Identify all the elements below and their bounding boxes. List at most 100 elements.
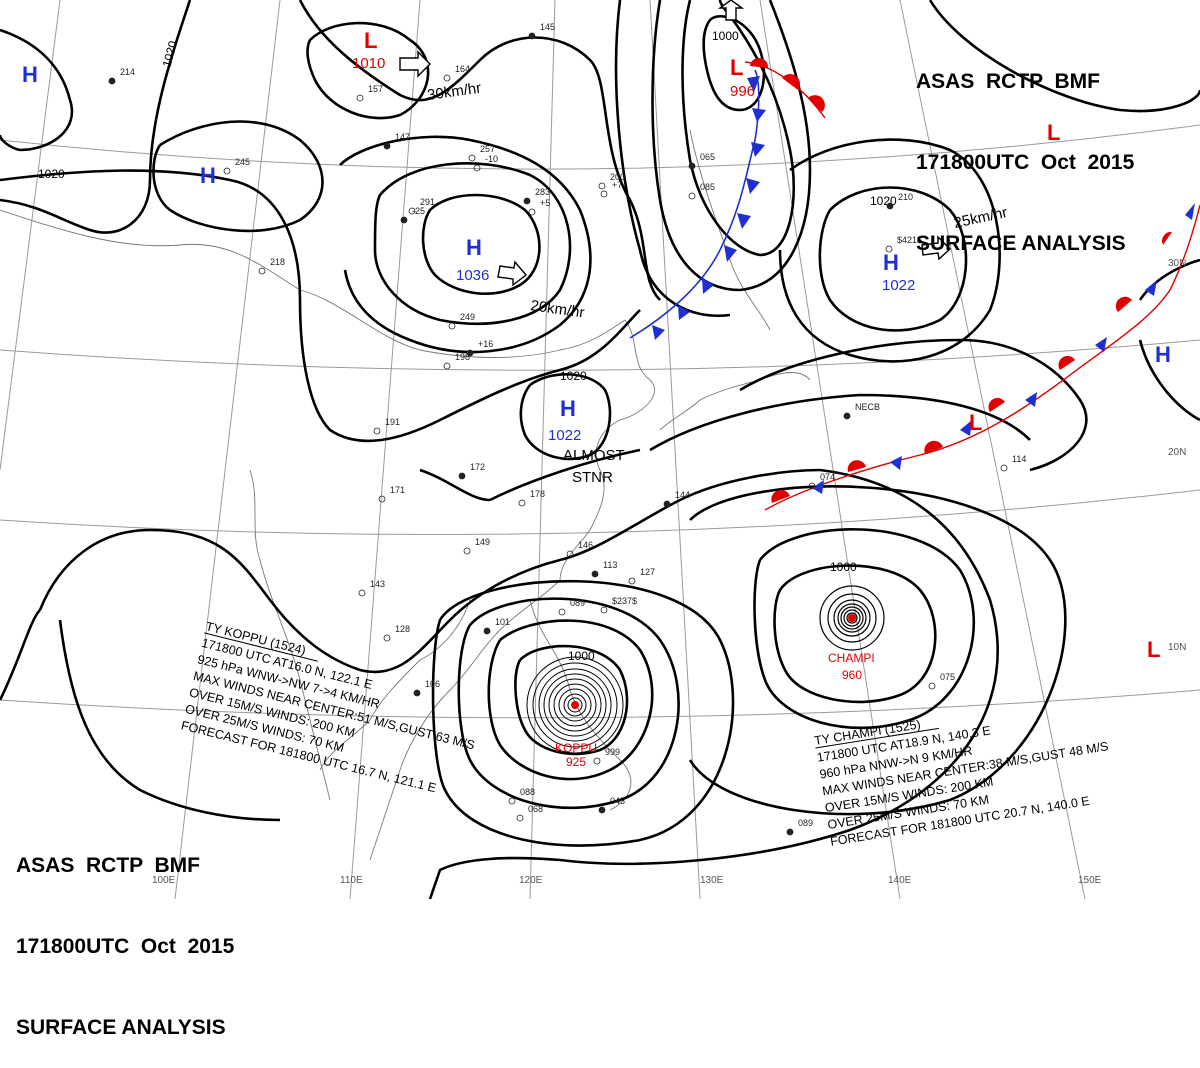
station-value: 257	[480, 144, 495, 154]
station-value: +7	[612, 180, 622, 190]
high-center-letter: H	[466, 235, 482, 260]
station-value: 146	[578, 540, 593, 550]
station-value: 068	[528, 804, 543, 814]
station-value: 198	[455, 352, 470, 362]
isobar-label: 1020	[160, 39, 181, 69]
station-circle	[591, 570, 599, 578]
high-center-letter: H	[1155, 342, 1171, 367]
isobars	[0, 0, 1200, 899]
station-circle	[600, 606, 608, 614]
stationary-note: ALMOST STNR	[563, 447, 625, 486]
station-value: 291	[420, 197, 435, 207]
header-time: 171800UTC Oct 2015	[16, 935, 235, 958]
warm-front-north	[744, 57, 826, 119]
header-agency: ASAS RCTP BMF	[916, 70, 1100, 93]
station-value: NECB	[855, 402, 880, 412]
station-value: 147	[395, 132, 410, 142]
station-value: 088	[520, 787, 535, 797]
longitude-label: 130E	[700, 875, 724, 886]
isobar-labels: 1020 1020 1000 1020 1020 1000 1000	[38, 29, 897, 663]
typhoon-labels: KOPPU 925 CHAMPI 960	[555, 651, 875, 769]
typhoon-koppu-core	[526, 656, 624, 754]
longitude-label: 110E	[340, 875, 363, 886]
station-value: 045	[610, 796, 625, 806]
station-circle	[885, 245, 893, 253]
koppu-center-mark	[571, 701, 579, 709]
station-value: -10	[485, 154, 498, 164]
station-value: 149	[475, 537, 490, 547]
station-circle	[516, 814, 524, 822]
lat-lon-labels: 30N 20N 10N 100E 110E 120E 130E 140E 150…	[152, 258, 1186, 886]
station-circle	[688, 192, 696, 200]
station-circle	[518, 499, 526, 507]
station-circle	[508, 797, 516, 805]
longitude-label: 140E	[888, 875, 912, 886]
latitude-label: 30N	[1168, 258, 1186, 269]
station-circle	[843, 412, 851, 420]
station-value: 210	[898, 192, 913, 202]
stationary-front	[764, 203, 1200, 511]
station-value: -25	[412, 206, 425, 216]
station-value: 218	[270, 257, 285, 267]
station-value: 214	[120, 67, 135, 77]
isobar-label: 1020	[560, 369, 587, 383]
station-value: 999	[605, 747, 620, 757]
station-value: $421$	[897, 235, 922, 245]
station-plots: 145 164 157 147 257-10 283+5 291-25 200+7 065 085…	[108, 22, 1026, 836]
station-circle	[258, 267, 266, 275]
high-center-letter: H	[883, 250, 899, 275]
station-value: 065	[700, 152, 715, 162]
low-center-value: 996	[730, 83, 755, 100]
station-value: 157	[368, 84, 383, 94]
station-circle	[886, 202, 894, 210]
station-circle	[443, 362, 451, 370]
weather-chart: L H H H L L H H H L L 1010 1036 996 1022…	[0, 0, 1200, 899]
low-center-letter: L	[364, 28, 377, 53]
station-value: 075	[940, 672, 955, 682]
high-center-letter: H	[22, 62, 38, 87]
typhoon-name-label: KOPPU	[555, 741, 597, 755]
station-circle	[566, 550, 574, 558]
station-value: 128	[395, 624, 410, 634]
station-circle	[473, 164, 481, 172]
station-circle	[463, 547, 471, 555]
station-circle	[413, 689, 421, 697]
high-center-letter: H	[560, 396, 576, 421]
station-circle	[558, 608, 566, 616]
station-circle	[1000, 464, 1008, 472]
station-value: 178	[530, 489, 545, 499]
header-title: SURFACE ANALYSIS	[16, 1016, 226, 1039]
station-value: 113	[603, 560, 617, 570]
station-value: +5	[540, 198, 550, 208]
station-value: 191	[385, 417, 400, 427]
station-circle	[378, 495, 386, 503]
station-circle	[483, 627, 491, 635]
motion-arrows	[399, 0, 952, 287]
station-value: 172	[470, 462, 485, 472]
station-circle	[400, 216, 408, 224]
longitude-label: 100E	[152, 875, 176, 886]
typhoon-champi-core	[819, 585, 885, 651]
station-value: 101	[495, 617, 510, 627]
high-center-letter: H	[200, 163, 216, 188]
high-center-value: 1022	[882, 277, 915, 294]
stationary-note-line: STNR	[572, 469, 613, 486]
station-circle	[358, 589, 366, 597]
latitude-label: 10N	[1168, 642, 1186, 653]
station-circle	[443, 74, 451, 82]
pressure-values: 1010 1036 996 1022 1022	[352, 55, 915, 444]
header-agency: ASAS RCTP BMF	[16, 854, 200, 877]
stationary-note-line: ALMOST	[563, 447, 625, 464]
low-center-letter: L	[1147, 637, 1160, 662]
header-top-right: ASAS RCTP BMF 171800UTC Oct 2015 SURFACE…	[916, 14, 1134, 284]
station-circle	[600, 190, 608, 198]
station-circle	[223, 167, 231, 175]
station-value: 106	[425, 679, 440, 689]
graticule	[0, 0, 1200, 899]
station-value: 200	[610, 172, 625, 182]
station-circle	[928, 682, 936, 690]
station-circle	[598, 182, 606, 190]
header-time: 171800UTC Oct 2015	[916, 151, 1135, 174]
station-value: 245	[235, 157, 250, 167]
station-value: 283	[535, 187, 550, 197]
